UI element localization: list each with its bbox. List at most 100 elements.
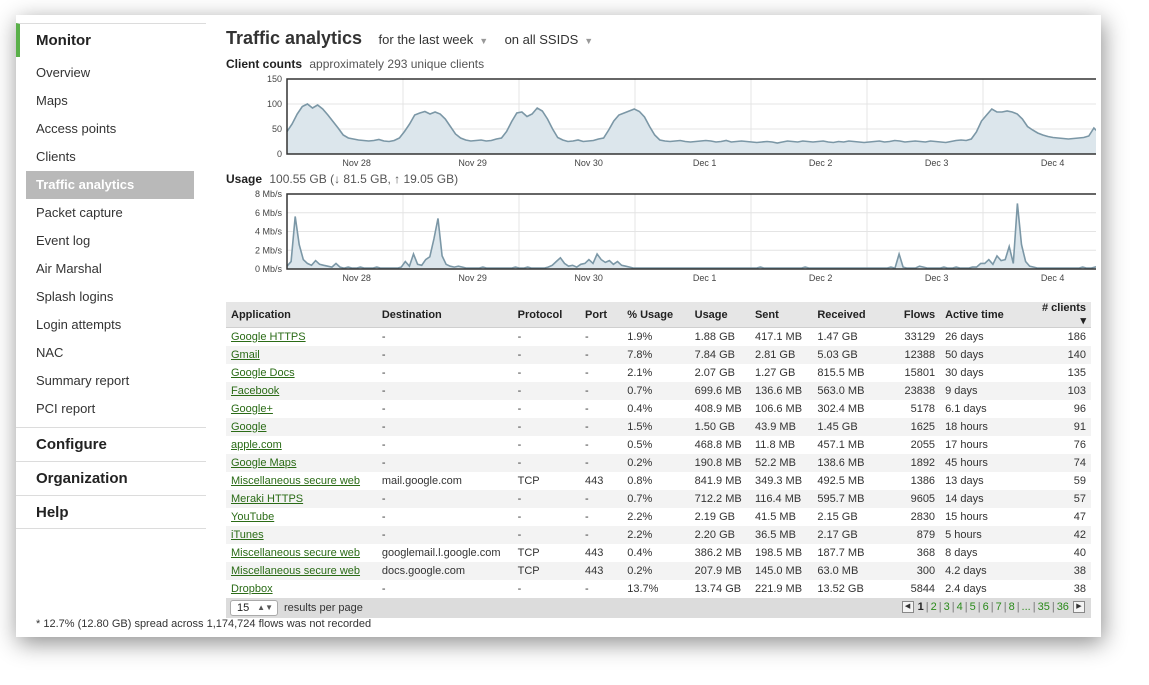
table-row[interactable]: Miscellaneous secure web docs.google.com T… (226, 561, 1091, 580)
table-cell: 443 (585, 546, 604, 559)
table-cell: 5.03 GB (812, 345, 897, 364)
application-link[interactable]: Miscellaneous secure web (231, 474, 361, 487)
table-row[interactable]: YouTube - - - 2.2% 2.19 GB 41.5 MB 2.15 GB 2830 1… (226, 508, 1091, 526)
sidebar-item-traffic-analytics[interactable]: Traffic analytics (26, 171, 194, 199)
sidebar-item-clients[interactable]: Clients (36, 149, 76, 164)
column-header[interactable]: Protocol (512, 302, 581, 328)
application-link[interactable]: Google HTTPS (231, 330, 306, 343)
sidebar-item-pci-report[interactable]: PCI report (36, 401, 96, 416)
table-cell: 50 days (940, 345, 1031, 364)
application-link[interactable]: Gmail (231, 348, 260, 361)
table-cell: 1386 (910, 474, 936, 487)
nav-section-help[interactable]: Help (16, 495, 206, 529)
table-row[interactable]: Miscellaneous secure web mail.google.com T… (226, 472, 1091, 490)
ssid-dropdown[interactable]: on all SSIDS ▼ (505, 32, 594, 47)
page-link[interactable]: 36 (1056, 600, 1069, 613)
column-header[interactable]: Active time (940, 302, 1031, 328)
application-link[interactable]: Dropbox (231, 582, 273, 595)
page-link[interactable]: 6 (982, 600, 989, 613)
timespan-dropdown[interactable]: for the last week ▼ (379, 32, 489, 47)
table-row[interactable]: Facebook - - -0.7% 699.6 MB 136.6 MB 563.0 MB 2… (226, 381, 1091, 400)
column-header[interactable]: Port (580, 302, 623, 328)
column-header[interactable]: Application (226, 302, 377, 328)
page-link[interactable]: 7 (995, 600, 1002, 613)
table-cell: 12388 (896, 345, 941, 364)
application-cell: Dropbox (226, 580, 377, 598)
nav-section-monitor[interactable]: Monitor (16, 23, 206, 57)
table-cell: TCP (512, 561, 581, 580)
sidebar-item-splash-logins[interactable]: Splash logins (36, 289, 114, 304)
table-row[interactable]: Gmail - - -7.8% 7.84 GB 2.81 GB 5.03 GB 12388 50… (226, 345, 1091, 364)
table-cell: - (376, 525, 513, 544)
table-cell: - (517, 438, 522, 451)
page-link[interactable]: 8 (1008, 600, 1015, 613)
nav-section-organization[interactable]: Organization (16, 461, 206, 495)
sidebar-item-access-points[interactable]: Access points (36, 121, 117, 136)
application-cell: Facebook (226, 381, 377, 400)
sidebar-item-maps[interactable]: Maps (36, 93, 68, 108)
column-header[interactable]: Destination (376, 302, 513, 328)
application-link[interactable]: Google Maps (231, 456, 297, 469)
application-link[interactable]: Meraki HTTPS (231, 492, 304, 505)
column-header[interactable]: Flows (896, 302, 941, 328)
application-link[interactable]: Miscellaneous secure web (231, 564, 361, 577)
sidebar-item-summary-report[interactable]: Summary report (36, 373, 130, 388)
page-separator: | (1032, 600, 1036, 613)
application-link[interactable]: apple.com (231, 438, 282, 451)
column-header[interactable]: # clients ▾ (1030, 302, 1091, 328)
table-row[interactable]: Google HTTPS - - - 1.9% 1.88 GB 417.1 MB 1.47 G… (226, 328, 1091, 346)
application-link[interactable]: YouTube (231, 510, 275, 523)
sidebar-item-login-attempts[interactable]: Login attempts (36, 317, 122, 332)
sidebar-item-air-marshal[interactable]: Air Marshal (36, 261, 102, 276)
application-link[interactable]: Google Docs (231, 366, 295, 379)
table-cell: docs.google.com (376, 561, 513, 580)
column-header[interactable]: % Usage (622, 302, 690, 328)
page-link[interactable]: 4 (956, 600, 963, 613)
stepper-arrows-icon: ▲▼ (257, 602, 273, 612)
table-cell: 2.4 days (945, 582, 987, 595)
application-link[interactable]: Google+ (231, 402, 273, 415)
column-header[interactable]: Received (812, 302, 897, 328)
page-separator: | (1051, 600, 1055, 613)
y-tick-label: 150 (267, 74, 282, 84)
column-header[interactable]: Usage (689, 302, 750, 328)
column-header[interactable]: Sent (749, 302, 813, 328)
application-link[interactable]: iTunes (231, 528, 264, 541)
table-row[interactable]: apple.com - - - 0.5% 468.8 MB 11.8 MB 457.1 MB 2… (226, 436, 1091, 454)
application-link[interactable]: Facebook (231, 384, 280, 397)
table-row[interactable]: Miscellaneous secure web googlemail.l.goo… (226, 544, 1091, 562)
sidebar-item-event-log[interactable]: Event log (36, 233, 91, 248)
sidebar-item-overview[interactable]: Overview (36, 65, 91, 80)
page-link[interactable]: 5 (969, 600, 976, 613)
sidebar-item-nac[interactable]: NAC (36, 345, 64, 360)
table-cell: 190.8 MB (689, 453, 750, 472)
application-link[interactable]: Miscellaneous secure web (231, 546, 361, 559)
sidebar-item-packet-capture[interactable]: Packet capture (36, 205, 123, 220)
table-row[interactable]: Google+ - - - 0.4% 408.9 MB 106.6 MB 302.4 MB 51… (226, 400, 1091, 418)
application-cell: Gmail (226, 345, 377, 364)
table-cell: 198.5 MB (754, 546, 803, 559)
application-link[interactable]: Google (231, 420, 267, 433)
chevron-down-icon: ▼ (479, 35, 489, 46)
x-tick-label: Dec 4 (1041, 273, 1065, 283)
page-link[interactable]: 35 (1037, 600, 1050, 613)
table-cell: - (517, 582, 522, 595)
table-row[interactable]: Meraki HTTPS - - -0.7% 712.2 MB 116.4 MB 595.7… (226, 489, 1091, 508)
per-page-select[interactable]: 15 ▲▼ (230, 599, 278, 616)
table-row[interactable]: iTunes - - -2.2% 2.20 GB 36.5 MB 2.17 GB 879 5 h… (226, 525, 1091, 544)
table-row[interactable]: Google Docs - - - 2.1% 2.07 GB 1.27 GB 815.5 MB… (226, 364, 1091, 382)
table-row[interactable]: Dropbox - - - 13.7% 13.74 GB 221.9 MB 13.52 GB 5… (226, 580, 1091, 598)
table-cell: 2.2% (622, 525, 690, 544)
nav-section-configure[interactable]: Configure (16, 427, 206, 461)
table-row[interactable]: Google - - -1.5% 1.50 GB 43.9 MB 1.45 GB 1625 18… (226, 417, 1091, 436)
page-link[interactable]: 3 (943, 600, 950, 613)
table-cell: 33129 (904, 330, 936, 343)
page-link[interactable]: 2 (930, 600, 937, 613)
prev-page-icon[interactable]: ◀ (901, 600, 914, 613)
next-page-icon[interactable]: ▶ (1073, 600, 1085, 613)
table-cell: 43.9 MB (749, 417, 813, 436)
table-row[interactable]: Google Maps - - -0.2% 190.8 MB 52.2 MB 138.6 M… (226, 453, 1091, 472)
table-cell: 0.2% (622, 561, 690, 580)
page-link[interactable]: 1 (917, 600, 924, 613)
series-area (287, 104, 1099, 154)
